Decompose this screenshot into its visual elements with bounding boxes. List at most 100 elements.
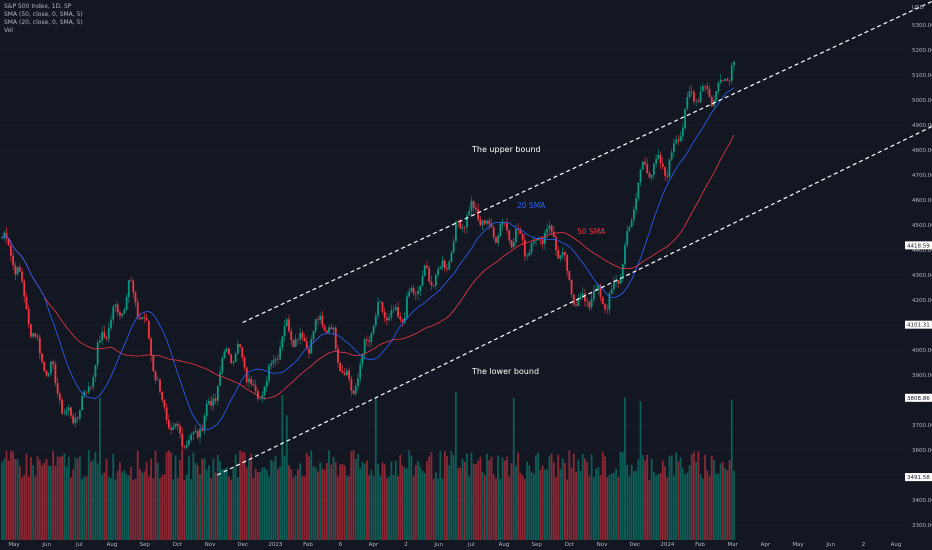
candle-body: [321, 315, 324, 326]
volume-bar: [23, 474, 26, 540]
volume-bar: [681, 468, 684, 540]
volume-bar: [483, 475, 486, 540]
volume-bar: [299, 463, 302, 540]
candle-body: [319, 315, 322, 320]
candle-body: [477, 209, 480, 220]
candle-body: [641, 161, 644, 170]
volume-bar: [236, 477, 239, 540]
candle-body: [27, 308, 30, 325]
candle-body: [483, 220, 486, 224]
candle-body: [341, 371, 344, 374]
volume-bar: [112, 453, 115, 540]
price-tag-label: 4418.59: [907, 243, 930, 249]
candle-body: [648, 173, 651, 178]
volume-bar: [263, 467, 266, 540]
volume-bar: [147, 476, 150, 540]
candle-body: [575, 304, 577, 307]
legend-symbol[interactable]: S&P 500 Index, 1D, SP: [4, 3, 72, 10]
volume-bar: [430, 452, 433, 540]
candle-body: [274, 358, 277, 361]
candle-body: [472, 201, 475, 208]
price-axis[interactable]: USD 3300.003400.003500.003600.003700.003…: [912, 5, 932, 529]
candle-body: [330, 327, 333, 330]
candle-body: [479, 219, 482, 226]
candle-body: [381, 302, 384, 312]
volume-bar: [630, 464, 633, 540]
volume-bar: [557, 454, 560, 540]
candle-body: [317, 319, 319, 320]
volume-bar: [706, 470, 709, 540]
volume-bar: [568, 450, 571, 540]
x-tick-label: 2024: [660, 542, 674, 548]
y-tick-label: 5300.00: [912, 23, 932, 29]
volume-bar: [626, 464, 629, 540]
candle-body: [686, 97, 689, 109]
volume-bar: [78, 456, 81, 540]
candle-body: [283, 326, 286, 337]
volume-bar: [134, 478, 137, 540]
candle-body: [334, 327, 337, 349]
candle-body: [710, 97, 713, 107]
volume-bar: [448, 465, 451, 540]
candle-body: [41, 353, 43, 362]
candle-body: [699, 91, 702, 102]
candle-body: [187, 440, 190, 445]
candle-body: [468, 210, 471, 216]
price-tag-box: [905, 473, 932, 482]
candle-body: [236, 344, 239, 354]
volume-bar: [32, 465, 35, 540]
candle-body: [492, 227, 495, 238]
legend-sma50[interactable]: SMA (50, close, 0, SMA, 5): [4, 11, 83, 18]
x-tick-label: Jun: [825, 542, 835, 548]
x-tick-label: Nov: [205, 542, 216, 548]
candle-body: [18, 267, 21, 272]
volume-bar: [199, 474, 201, 540]
volume-bar: [637, 459, 640, 540]
volume-bar: [434, 472, 437, 540]
volume-bar: [179, 460, 181, 540]
legend-sma20[interactable]: SMA (20, close, 0, SMA, 5): [4, 19, 83, 26]
candle-body: [30, 324, 32, 337]
volume-bar: [628, 476, 631, 540]
volume-bar: [390, 461, 393, 540]
candle-body: [339, 362, 342, 372]
price-tag-box: [905, 393, 932, 402]
volume-bar: [499, 478, 502, 540]
candle-body: [141, 317, 144, 320]
volume-bar: [439, 450, 442, 540]
candle-body: [67, 407, 70, 411]
volume-bar: [695, 461, 698, 540]
volume-bar: [283, 455, 286, 540]
volume-bar: [16, 459, 19, 540]
volume-bar: [87, 450, 90, 540]
candle-body: [81, 396, 83, 411]
candle-body: [721, 79, 724, 81]
candle-body: [194, 431, 197, 433]
volume-bar: [350, 451, 353, 540]
volume-bar: [595, 468, 597, 540]
candle-body: [70, 407, 72, 416]
volume-bar: [664, 466, 666, 540]
candle-body: [423, 265, 426, 277]
volume-bar: [30, 456, 32, 540]
volume-bar: [172, 479, 175, 540]
candle-body: [550, 225, 553, 232]
lower-channel-line[interactable]: [217, 125, 932, 476]
volume-bar: [635, 470, 638, 540]
legend-volume[interactable]: Vol: [4, 27, 13, 34]
volume-bar: [381, 462, 384, 540]
upper-channel-line[interactable]: [242, 0, 932, 324]
x-tick-label: Nov: [597, 542, 608, 548]
candle-body: [172, 426, 175, 430]
volume-bar: [196, 465, 199, 540]
candle-body: [688, 91, 691, 98]
candle-body: [566, 255, 569, 272]
volume-bar: [383, 464, 386, 540]
candle-body: [515, 228, 517, 242]
volume-bar: [539, 469, 542, 540]
candle-body: [506, 223, 508, 231]
candle-body: [139, 317, 141, 320]
volume-bar: [477, 460, 480, 540]
time-axis[interactable]: May Jun Jul Aug Sep Oct Nov Dec 2023 Feb 6 Apr 2 Jun J…: [8, 542, 901, 548]
